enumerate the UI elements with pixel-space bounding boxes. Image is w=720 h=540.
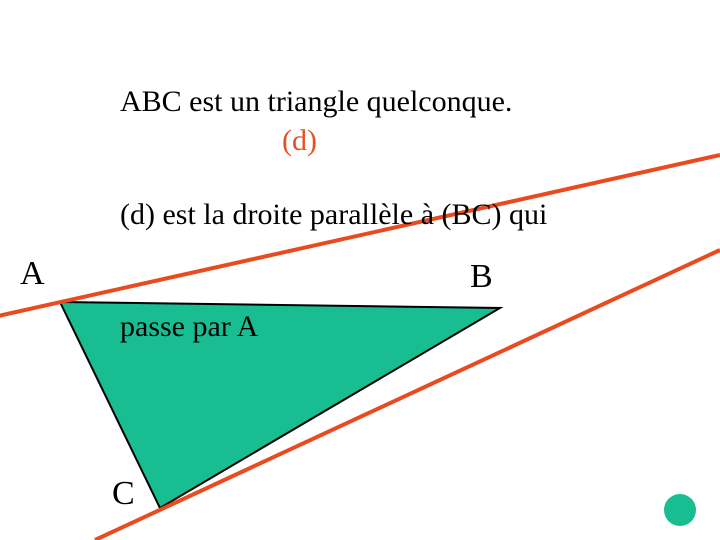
label-c: C xyxy=(112,475,135,513)
label-d: (d) xyxy=(282,124,317,158)
corner-marker xyxy=(664,494,696,526)
desc-line-2: (d) est la droite parallèle à (BC) qui xyxy=(120,196,547,234)
desc-line-1: ABC est un triangle quelconque. xyxy=(120,83,547,121)
label-a: A xyxy=(20,255,45,293)
desc-line-3: passe par A xyxy=(120,308,547,346)
description-text: ABC est un triangle quelconque. (d) est … xyxy=(120,8,547,383)
label-b: B xyxy=(470,258,493,296)
